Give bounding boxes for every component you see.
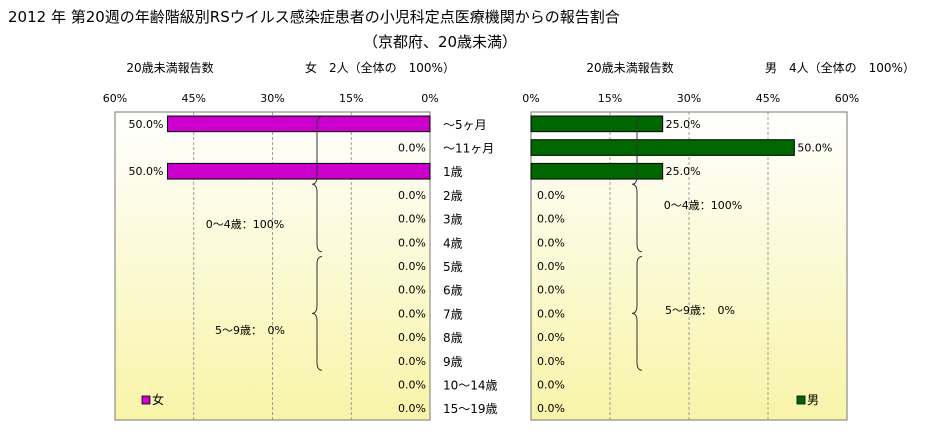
panel-right: 0% 15% 30% 45% 60% 20歳未満報告数 男 4人（全体の 100%） 25.0… [522,60,915,421]
panel-left: 60% 45% 30% 15% 0% 20歳未満報告数 女 2人（全体の 100%） 50.0… [103,60,455,421]
value-label: 0.0% [398,189,426,202]
report-count-label: 20歳未満報告数 [126,60,213,75]
tick-label: 15% [339,92,363,105]
tick-label: 30% [260,92,284,105]
annotation-0-4: 0～4歳：100% [664,199,742,212]
annotation-0-4: 0～4歳：100% [206,218,284,231]
category-label: ～11ヶ月 [443,142,494,156]
value-label: 0.0% [398,213,426,226]
value-label: 0.0% [537,307,565,320]
panels: ～5ヶ月～11ヶ月1歳2歳3歳4歳5歳6歳7歳8歳9歳10～14歳15～19歳6… [103,60,915,421]
value-label: 0.0% [398,142,426,155]
panel-header: 女 2人（全体の 100%） [305,60,455,75]
tick-label: 45% [182,92,206,105]
bar [530,162,664,180]
tick-label: 60% [835,92,859,105]
category-label: 9歳 [443,355,463,369]
value-label: 0.0% [537,189,565,202]
value-label: 0.0% [398,307,426,320]
value-label: 0.0% [398,355,426,368]
legend-swatch [796,395,806,405]
category-label: 2歳 [443,189,463,203]
value-label: 0.0% [398,260,426,273]
value-label: 0.0% [398,331,426,344]
legend-swatch [141,395,151,405]
chart-subtitle: （京都府、20歳未満） [363,33,517,51]
value-label: 0.0% [537,355,565,368]
category-label: 4歳 [443,236,463,250]
tick-label: 45% [756,92,780,105]
brace-0-4 [311,116,323,253]
value-label: 50.0% [129,165,164,178]
category-label: 15～19歳 [443,402,498,416]
panel-header: 男 4人（全体の 100%） [765,60,915,75]
annotation-5-9: 5～9歳： 0% [215,324,285,337]
category-label: 8歳 [443,331,463,345]
category-label: 10～14歳 [443,378,498,392]
value-label: 0.0% [537,378,565,391]
tick-label: 0% [522,92,539,105]
category-label: 6歳 [443,284,463,298]
value-label: 0.0% [398,284,426,297]
value-label: 0.0% [398,402,426,415]
bar [167,162,431,180]
value-label: 0.0% [398,236,426,249]
tick-label: 15% [598,92,622,105]
brace-5-9 [311,256,323,371]
bar [530,139,795,156]
value-label: 0.0% [537,260,565,273]
chart-title: 2012 年 第20週の年齢階級別RSウイルス感染症患者の小児科定点医療機関から… [8,8,620,26]
tick-label: 60% [103,92,127,105]
legend-label: 女 [152,392,164,407]
value-label: 0.0% [537,284,565,297]
report-count-label: 20歳未満報告数 [586,60,673,75]
value-label: 25.0% [666,165,701,178]
tick-label: 0% [421,92,438,105]
value-label: 25.0% [666,118,701,131]
category-label: ～5ヶ月 [443,118,487,132]
category-label: 7歳 [443,307,463,321]
bar [167,115,431,133]
brace-5-9 [631,256,643,371]
value-label: 0.0% [537,236,565,249]
value-label: 0.0% [537,331,565,344]
annotation-5-9: 5～9歳： 0% [665,304,735,317]
value-label: 0.0% [537,402,565,415]
bar [530,115,664,133]
category-label: 5歳 [443,260,463,274]
value-label: 0.0% [537,213,565,226]
legend-label: 男 [807,393,819,407]
value-label: 50.0% [129,118,164,131]
category-label: 3歳 [443,213,463,227]
brace-0-4 [631,116,643,253]
value-label: 50.0% [797,142,832,155]
value-label: 0.0% [398,378,426,391]
tick-label: 30% [677,92,701,105]
category-label: 1歳 [443,165,463,179]
